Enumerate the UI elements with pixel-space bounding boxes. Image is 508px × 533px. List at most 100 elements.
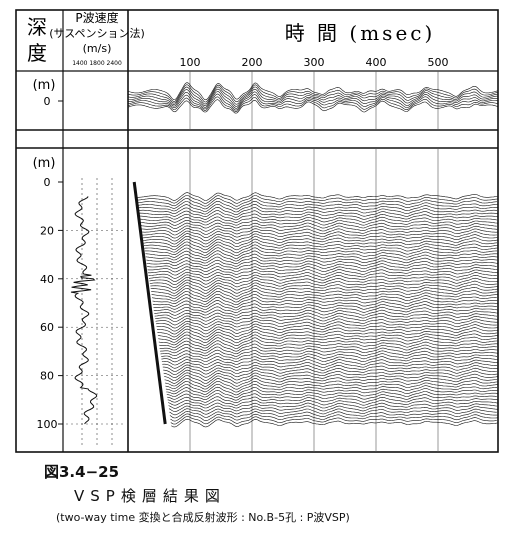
main-trace-23: [146, 259, 498, 267]
main-trace-59: [162, 364, 498, 372]
main-trace-41: [154, 312, 498, 319]
main-trace-56: [161, 356, 498, 363]
header-time: 時 間 (msec): [285, 21, 436, 45]
main-trace-58: [162, 361, 498, 369]
main-trace-66: [165, 383, 497, 393]
velocity-log: [66, 178, 126, 448]
top-trace-3: [127, 88, 498, 107]
header-velocity-ticks: 1400 1800 2400: [72, 60, 122, 67]
main-panel-traces: [132, 181, 499, 428]
time-tick-300: 300: [304, 56, 325, 69]
main-trace-53: [160, 346, 498, 355]
top-panel-traces: [127, 82, 498, 114]
main-trace-3: [137, 200, 498, 210]
time-tick-500: 500: [428, 56, 449, 69]
main-trace-10: [140, 222, 497, 229]
main-trace-51: [159, 340, 498, 349]
figure-subtitle: (two-way time 変換と合成反射波形 : No.B-5孔 : P波VS…: [56, 511, 350, 524]
main-trace-0: [136, 192, 498, 201]
header-velocity-unit: (m/s): [83, 42, 112, 55]
time-tick-400: 400: [366, 56, 387, 69]
header-velocity: P波速度: [75, 10, 118, 25]
header-velocity-method: (サスペンション法): [49, 26, 145, 40]
main-trace-4: [138, 203, 498, 213]
figure-number: 図3.4−25: [44, 463, 120, 481]
top-depth-unit: (m): [33, 78, 56, 93]
header-depth-2: 度: [27, 41, 47, 65]
main-trace-27: [148, 271, 497, 279]
main-trace-19: [144, 247, 498, 256]
top-trace-4: [128, 91, 498, 109]
chart-labels: 深 度 P波速度 (サスペンション法) (m/s) 1400 1800 2400…: [27, 10, 436, 171]
main-trace-13: [142, 230, 497, 239]
main-trace-17: [143, 241, 498, 251]
main-depth-tick-80: 80: [40, 370, 54, 383]
main-trace-22: [146, 256, 498, 264]
main-trace-71: [168, 399, 499, 406]
time-tick-200: 200: [242, 56, 263, 69]
figure-title: VSP検層結果図: [74, 487, 226, 505]
main-trace-36: [152, 297, 498, 306]
main-trace-42: [155, 315, 498, 323]
main-trace-60: [163, 367, 497, 375]
top-trace-0: [127, 82, 498, 101]
top-trace-7: [127, 99, 498, 114]
main-trace-52: [159, 343, 497, 352]
main-trace-40: [154, 309, 498, 316]
main-trace-18: [144, 244, 498, 254]
main-trace-28: [148, 274, 498, 282]
main-trace-69: [167, 393, 498, 401]
main-depth-unit: (m): [33, 156, 56, 171]
outer-border: [15, 9, 499, 453]
main-trace-37: [152, 300, 498, 308]
main-trace-61: [163, 369, 498, 378]
main-trace-54: [160, 349, 498, 357]
main-trace-9: [140, 219, 498, 226]
main-trace-11: [141, 225, 498, 233]
main-trace-44: [156, 320, 498, 329]
main-trace-39: [153, 306, 498, 313]
main-trace-77: [170, 416, 497, 425]
main-trace-7: [139, 213, 498, 221]
main-trace-5: [138, 206, 498, 215]
main-trace-63: [164, 375, 497, 384]
main-trace-45: [156, 323, 498, 332]
main-trace-2: [137, 197, 497, 207]
main-trace-33: [151, 288, 498, 297]
main-trace-34: [151, 290, 498, 300]
top-trace-2: [127, 86, 498, 105]
main-trace-78: [171, 418, 498, 428]
top-trace-1: [127, 84, 498, 103]
figure-frame: [15, 9, 499, 453]
main-trace-49: [158, 334, 497, 344]
main-trace-65: [165, 380, 498, 390]
main-trace-67: [166, 386, 498, 396]
main-trace-35: [152, 293, 497, 303]
main-depth-tick-20: 20: [40, 224, 54, 237]
main-trace-12: [141, 228, 498, 236]
main-trace-50: [158, 337, 498, 347]
main-trace-72: [168, 402, 498, 409]
header-depth-1: 深: [27, 15, 47, 39]
top-trace-5: [127, 93, 498, 111]
main-trace-43: [155, 318, 498, 326]
main-trace-6: [139, 210, 498, 218]
main-trace-15: [143, 236, 498, 245]
main-trace-62: [164, 372, 498, 381]
main-trace-21: [145, 253, 499, 262]
main-trace-76: [170, 413, 498, 422]
tick-labels: 100 200 300 400 500 0 0 20 40 60 80 100: [37, 56, 449, 431]
main-trace-57: [161, 359, 498, 366]
main-trace-26: [148, 269, 498, 276]
main-depth-tick-100: 100: [37, 418, 58, 431]
main-trace-75: [169, 410, 498, 419]
main-trace-29: [149, 277, 498, 285]
velocity-curve: [70, 196, 98, 425]
main-trace-14: [142, 233, 498, 242]
main-trace-74: [169, 408, 497, 416]
main-trace-47: [157, 328, 498, 338]
main-trace-8: [139, 216, 498, 223]
main-trace-30: [149, 279, 498, 288]
main-trace-25: [147, 266, 498, 273]
